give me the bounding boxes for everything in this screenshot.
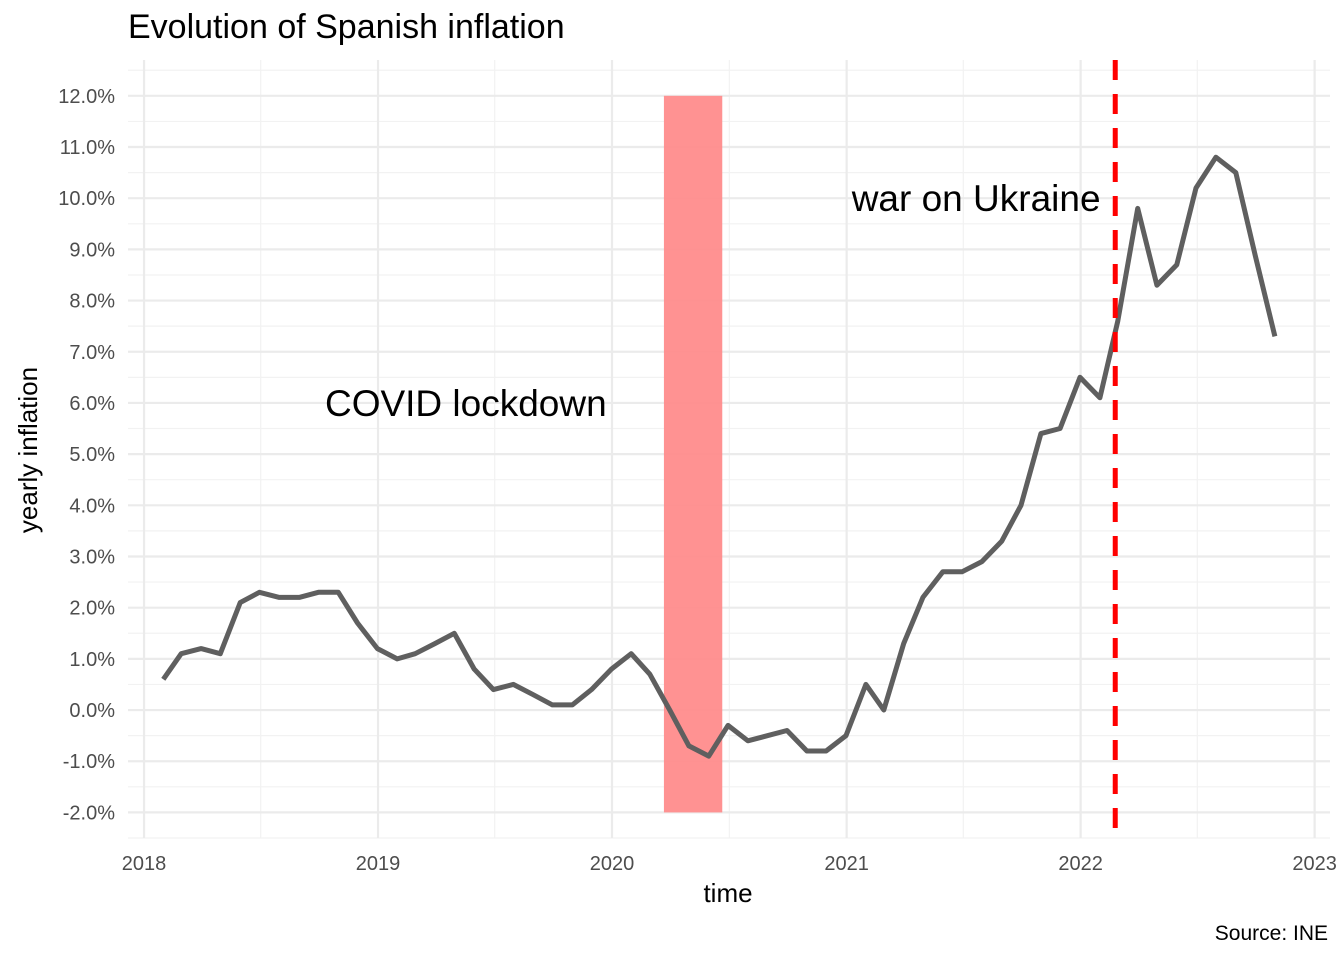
- x-tick-label: 2018: [122, 853, 167, 875]
- x-tick-label: 2020: [590, 853, 635, 875]
- y-tick-label: -2.0%: [63, 802, 115, 824]
- x-axis-ticks: 2018 2019 2020 2021 2022 2023: [122, 853, 1337, 875]
- y-tick-label: 4.0%: [69, 495, 115, 517]
- chart-title: Evolution of Spanish inflation: [128, 8, 565, 46]
- y-tick-label: 1.0%: [69, 649, 115, 671]
- y-tick-label: 8.0%: [69, 291, 115, 313]
- y-tick-label: 7.0%: [69, 342, 115, 364]
- y-tick-label: 2.0%: [69, 598, 115, 620]
- x-tick-label: 2023: [1292, 853, 1337, 875]
- minor-gridlines: [128, 60, 1330, 839]
- source-caption: Source: INE: [1215, 922, 1328, 945]
- inflation-line: [161, 154, 1278, 759]
- covid-lockdown-band: [663, 95, 723, 813]
- x-tick-label: 2021: [824, 853, 869, 875]
- annotations: COVID lockdown war on Ukraine: [325, 178, 1101, 424]
- series-line-layer: [161, 154, 1278, 759]
- y-axis-ticks: 12.0% 11.0% 10.0% 9.0% 8.0% 7.0% 6.0% 5.0% 4.0% 3…: [58, 86, 115, 825]
- y-tick-label: 0.0%: [69, 700, 115, 722]
- covid-lockdown-shading-layer: [663, 95, 723, 813]
- y-tick-label: 3.0%: [69, 546, 115, 568]
- y-tick-label: 9.0%: [69, 239, 115, 261]
- y-tick-label: -1.0%: [63, 751, 115, 773]
- y-tick-label: 6.0%: [69, 393, 115, 415]
- y-tick-label: 10.0%: [58, 188, 115, 210]
- y-axis-title: yearly inflation: [13, 367, 43, 533]
- x-tick-label: 2019: [356, 853, 401, 875]
- y-tick-label: 11.0%: [60, 137, 115, 159]
- annotation-label: COVID lockdown: [325, 383, 607, 424]
- x-tick-label: 2022: [1058, 853, 1103, 875]
- annotation-label: war on Ukraine: [851, 178, 1101, 219]
- y-tick-label: 5.0%: [69, 444, 115, 466]
- x-axis-title: time: [703, 878, 752, 908]
- y-tick-label: 12.0%: [58, 86, 115, 108]
- major-gridlines: [128, 60, 1330, 838]
